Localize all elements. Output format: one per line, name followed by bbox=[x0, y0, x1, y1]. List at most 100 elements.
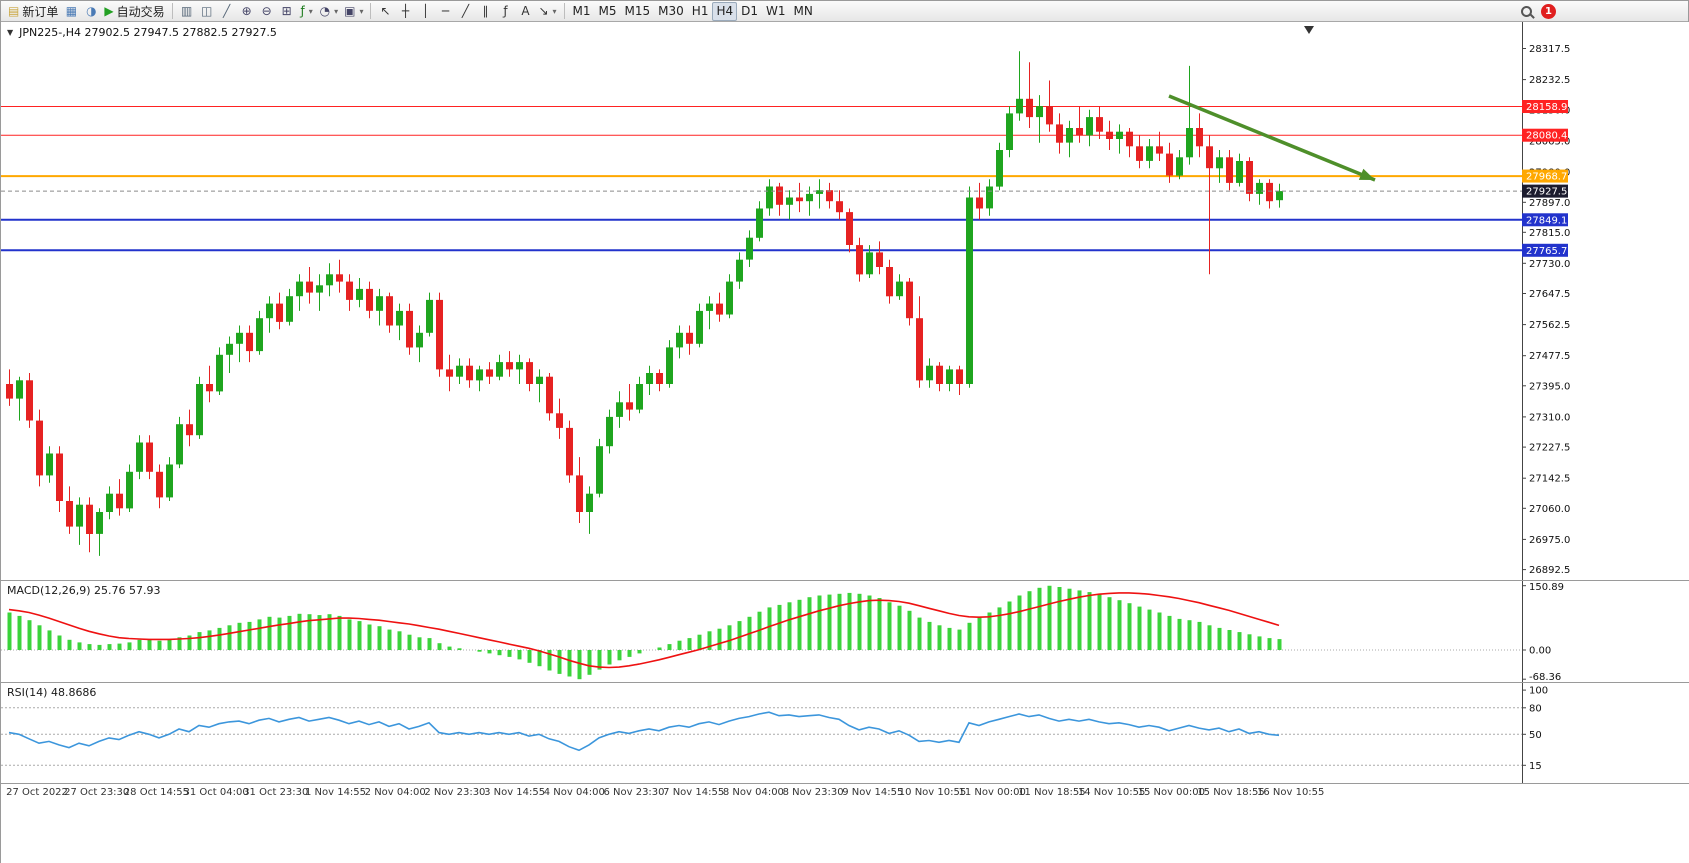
macd-axis[interactable]: 150.89 0.00 -68.36 bbox=[1522, 581, 1564, 682]
tf-h4-button[interactable]: H4 bbox=[712, 1, 738, 21]
search-icon[interactable] bbox=[1521, 5, 1532, 17]
time-label: 27 Oct 23:30 bbox=[64, 787, 130, 798]
time-label: 8 Nov 23:30 bbox=[782, 787, 844, 798]
tile-windows-icon: ⊞ bbox=[281, 4, 292, 18]
time-label: 2 Nov 04:00 bbox=[364, 787, 426, 798]
tf-d1-button[interactable]: D1 bbox=[737, 2, 762, 21]
auto-trading-button[interactable]: ▶ 自动交易 bbox=[101, 2, 167, 21]
templates-dropdown[interactable]: ▾ bbox=[359, 6, 364, 16]
tf-m15-button[interactable]: M15 bbox=[621, 2, 655, 21]
notification-badge[interactable]: 1 bbox=[1541, 3, 1556, 19]
arrows-button[interactable]: ↘ ▾ bbox=[535, 2, 559, 21]
fibonacci-icon: ƒ bbox=[503, 4, 508, 18]
rsi-axis[interactable]: 100 80 50 15 bbox=[1522, 683, 1548, 783]
time-label: 6 Nov 23:30 bbox=[603, 787, 665, 798]
zoom-out-button[interactable]: ⊖ bbox=[257, 2, 277, 21]
line-chart-button[interactable]: ╱ bbox=[217, 2, 237, 21]
price-tick: 27060.0 bbox=[1529, 504, 1570, 515]
price-axis[interactable]: 28317.528232.528150.028065.027980.027897… bbox=[1522, 22, 1570, 580]
horizontal-line-icon: ─ bbox=[441, 4, 450, 18]
candles-chart-button[interactable]: ◫ bbox=[197, 2, 217, 21]
panel-separator[interactable] bbox=[1, 682, 1689, 683]
crosshair-button[interactable]: ┼ bbox=[395, 2, 415, 21]
price-tick: 26892.5 bbox=[1529, 565, 1570, 576]
market-watch-button[interactable]: ◑ bbox=[81, 2, 101, 21]
tf-h1-button[interactable]: H1 bbox=[688, 2, 713, 21]
price-tag: 27849.1 bbox=[1526, 215, 1567, 226]
horizontal-line-button[interactable]: ─ bbox=[435, 2, 455, 21]
shift-marker-icon[interactable] bbox=[1304, 26, 1314, 34]
candles-chart-icon: ◫ bbox=[200, 4, 213, 18]
time-label: 16 Nov 10:55 bbox=[1256, 787, 1325, 798]
bars-chart-button[interactable]: ▥ bbox=[177, 2, 197, 21]
tf-m30-label: M30 bbox=[658, 4, 684, 18]
auto-trading-label: 自动交易 bbox=[116, 4, 165, 19]
tf-m1-button[interactable]: M1 bbox=[569, 2, 595, 21]
time-label: 28 Oct 14:55 bbox=[123, 787, 189, 798]
arrows-dropdown[interactable]: ▾ bbox=[552, 6, 557, 16]
price-tick: 28317.5 bbox=[1529, 44, 1570, 55]
rsi-panel[interactable]: 100 80 50 15 bbox=[1, 683, 1689, 783]
chart-windows-icon: ▦ bbox=[65, 4, 78, 18]
fibonacci-button[interactable]: ƒ bbox=[495, 2, 515, 21]
tf-m30-button[interactable]: M30 bbox=[654, 2, 688, 21]
vertical-line-button[interactable]: │ bbox=[415, 2, 435, 21]
tf-mn-button[interactable]: MN bbox=[790, 2, 817, 21]
price-tick: 27227.5 bbox=[1529, 443, 1570, 454]
time-label: 4 Nov 04:00 bbox=[543, 787, 605, 798]
text-icon: A bbox=[521, 4, 530, 18]
time-axis[interactable]: 27 Oct 2022 27 Oct 23:30 28 Oct 14:55 31 Oc… bbox=[1, 784, 1689, 804]
time-label: 9 Nov 14:55 bbox=[842, 787, 904, 798]
main-chart[interactable]: 28317.528232.528150.028065.027980.027897… bbox=[1, 22, 1689, 580]
cursor-button[interactable]: ↖ bbox=[375, 2, 395, 21]
arrows-icon: ↘ bbox=[538, 4, 549, 18]
panel-separator[interactable] bbox=[1, 783, 1689, 784]
text-button[interactable]: A bbox=[515, 2, 535, 21]
crosshair-icon: ┼ bbox=[401, 4, 410, 18]
panel-separator[interactable] bbox=[1, 580, 1689, 581]
price-tag: 28158.9 bbox=[1526, 102, 1567, 113]
time-label: 10 Nov 10:55 bbox=[898, 787, 967, 798]
zoom-in-button[interactable]: ⊕ bbox=[237, 2, 257, 21]
macd-label: MACD(12,26,9) 25.76 57.93 bbox=[7, 584, 161, 597]
cursor-icon: ↖ bbox=[380, 4, 391, 18]
time-label: 14 Nov 10:55 bbox=[1077, 787, 1146, 798]
price-tag: 27765.7 bbox=[1526, 246, 1567, 257]
indicators-dropdown[interactable]: ▾ bbox=[308, 6, 313, 16]
equidistant-channel-button[interactable]: ∥ bbox=[475, 2, 495, 21]
rsi-tick: 100 bbox=[1529, 686, 1548, 697]
rsi-line bbox=[8, 711, 1280, 752]
tf-h4-label: H4 bbox=[716, 4, 734, 18]
market-watch-icon: ◑ bbox=[86, 4, 97, 18]
tf-m5-label: M5 bbox=[598, 4, 617, 18]
tf-m5-button[interactable]: M5 bbox=[595, 2, 621, 21]
toolbar-separator bbox=[370, 3, 372, 19]
time-label: 15 Nov 00:00 bbox=[1137, 787, 1206, 798]
new-order-icon: ▤ bbox=[8, 4, 20, 18]
price-tag: 27968.7 bbox=[1526, 172, 1567, 183]
tf-d1-label: D1 bbox=[741, 4, 759, 18]
rsi-label: RSI(14) 48.8686 bbox=[7, 686, 97, 699]
periods-icon: ◔ bbox=[319, 4, 331, 18]
time-label: 31 Oct 04:00 bbox=[183, 787, 249, 798]
tile-windows-button[interactable]: ⊞ bbox=[277, 2, 297, 21]
tf-m1-label: M1 bbox=[572, 4, 591, 18]
periods-dropdown[interactable]: ▾ bbox=[334, 6, 339, 16]
price-tick: 28065.0 bbox=[1529, 136, 1570, 147]
trend-arrow[interactable] bbox=[1168, 94, 1376, 182]
price-tick: 27562.5 bbox=[1529, 320, 1570, 331]
macd-panel[interactable]: 150.89 0.00 -68.36 bbox=[1, 581, 1689, 682]
indicators-button[interactable]: ƒ ▾ bbox=[297, 2, 317, 21]
chart-windows-button[interactable]: ▦ bbox=[61, 2, 81, 21]
templates-button[interactable]: ▣ ▾ bbox=[341, 2, 366, 21]
trendline-icon: ╱ bbox=[461, 4, 470, 18]
tf-w1-button[interactable]: W1 bbox=[762, 2, 790, 21]
new-order-label: 新订单 bbox=[22, 4, 59, 19]
toolbar-right: 1 bbox=[1521, 3, 1556, 19]
periods-button[interactable]: ◔ ▾ bbox=[317, 2, 342, 21]
macd-tick: 0.00 bbox=[1529, 646, 1551, 657]
trendline-button[interactable]: ╱ bbox=[455, 2, 475, 21]
chart-menu-icon[interactable]: ▼ bbox=[7, 28, 14, 37]
new-order-button[interactable]: ▤ 新订单 bbox=[5, 2, 61, 21]
